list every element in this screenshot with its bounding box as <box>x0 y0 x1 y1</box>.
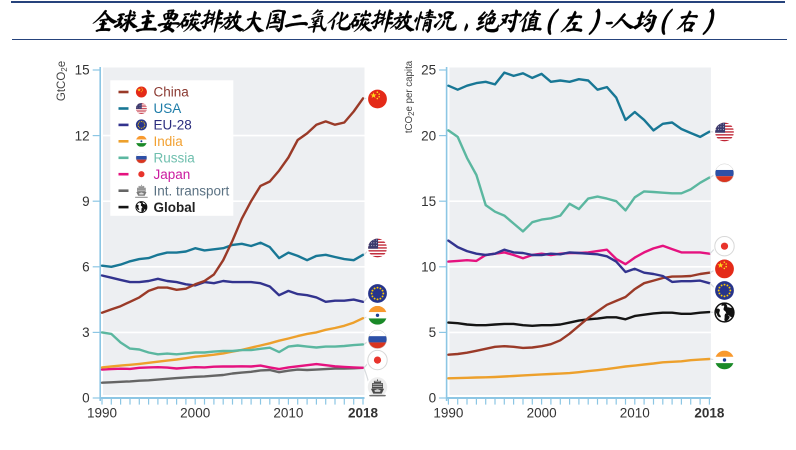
svg-text:Global: Global <box>154 200 196 215</box>
svg-text:15: 15 <box>75 63 90 78</box>
svg-text:2018: 2018 <box>694 406 725 421</box>
svg-text:2010: 2010 <box>620 406 650 421</box>
svg-text:Russia: Russia <box>154 151 196 166</box>
svg-text:USA: USA <box>154 101 182 116</box>
svg-text:25: 25 <box>421 63 436 78</box>
svg-text:tCO2e per capita: tCO2e per capita <box>404 60 416 133</box>
svg-text:12: 12 <box>75 128 90 143</box>
svg-text:2010: 2010 <box>273 406 303 421</box>
svg-text:15: 15 <box>421 194 436 209</box>
svg-text:1990: 1990 <box>87 406 117 421</box>
svg-text:20: 20 <box>421 128 436 143</box>
svg-text:Int. transport: Int. transport <box>154 183 230 198</box>
svg-text:2000: 2000 <box>180 406 210 421</box>
svg-text:2018: 2018 <box>348 406 379 421</box>
svg-text:10: 10 <box>421 260 436 275</box>
svg-text:5: 5 <box>429 325 437 340</box>
svg-text:0: 0 <box>82 391 90 406</box>
svg-text:9: 9 <box>82 194 90 209</box>
svg-text:China: China <box>154 85 190 100</box>
svg-text:2000: 2000 <box>527 406 557 421</box>
svg-text:6: 6 <box>82 260 90 275</box>
svg-text:EU-28: EU-28 <box>154 118 192 133</box>
svg-text:3: 3 <box>82 325 90 340</box>
svg-text:India: India <box>154 134 184 149</box>
svg-text:Japan: Japan <box>154 167 191 182</box>
svg-text:0: 0 <box>429 391 437 406</box>
svg-text:1990: 1990 <box>433 406 463 421</box>
svg-text:GtCO2e: GtCO2e <box>56 61 69 101</box>
